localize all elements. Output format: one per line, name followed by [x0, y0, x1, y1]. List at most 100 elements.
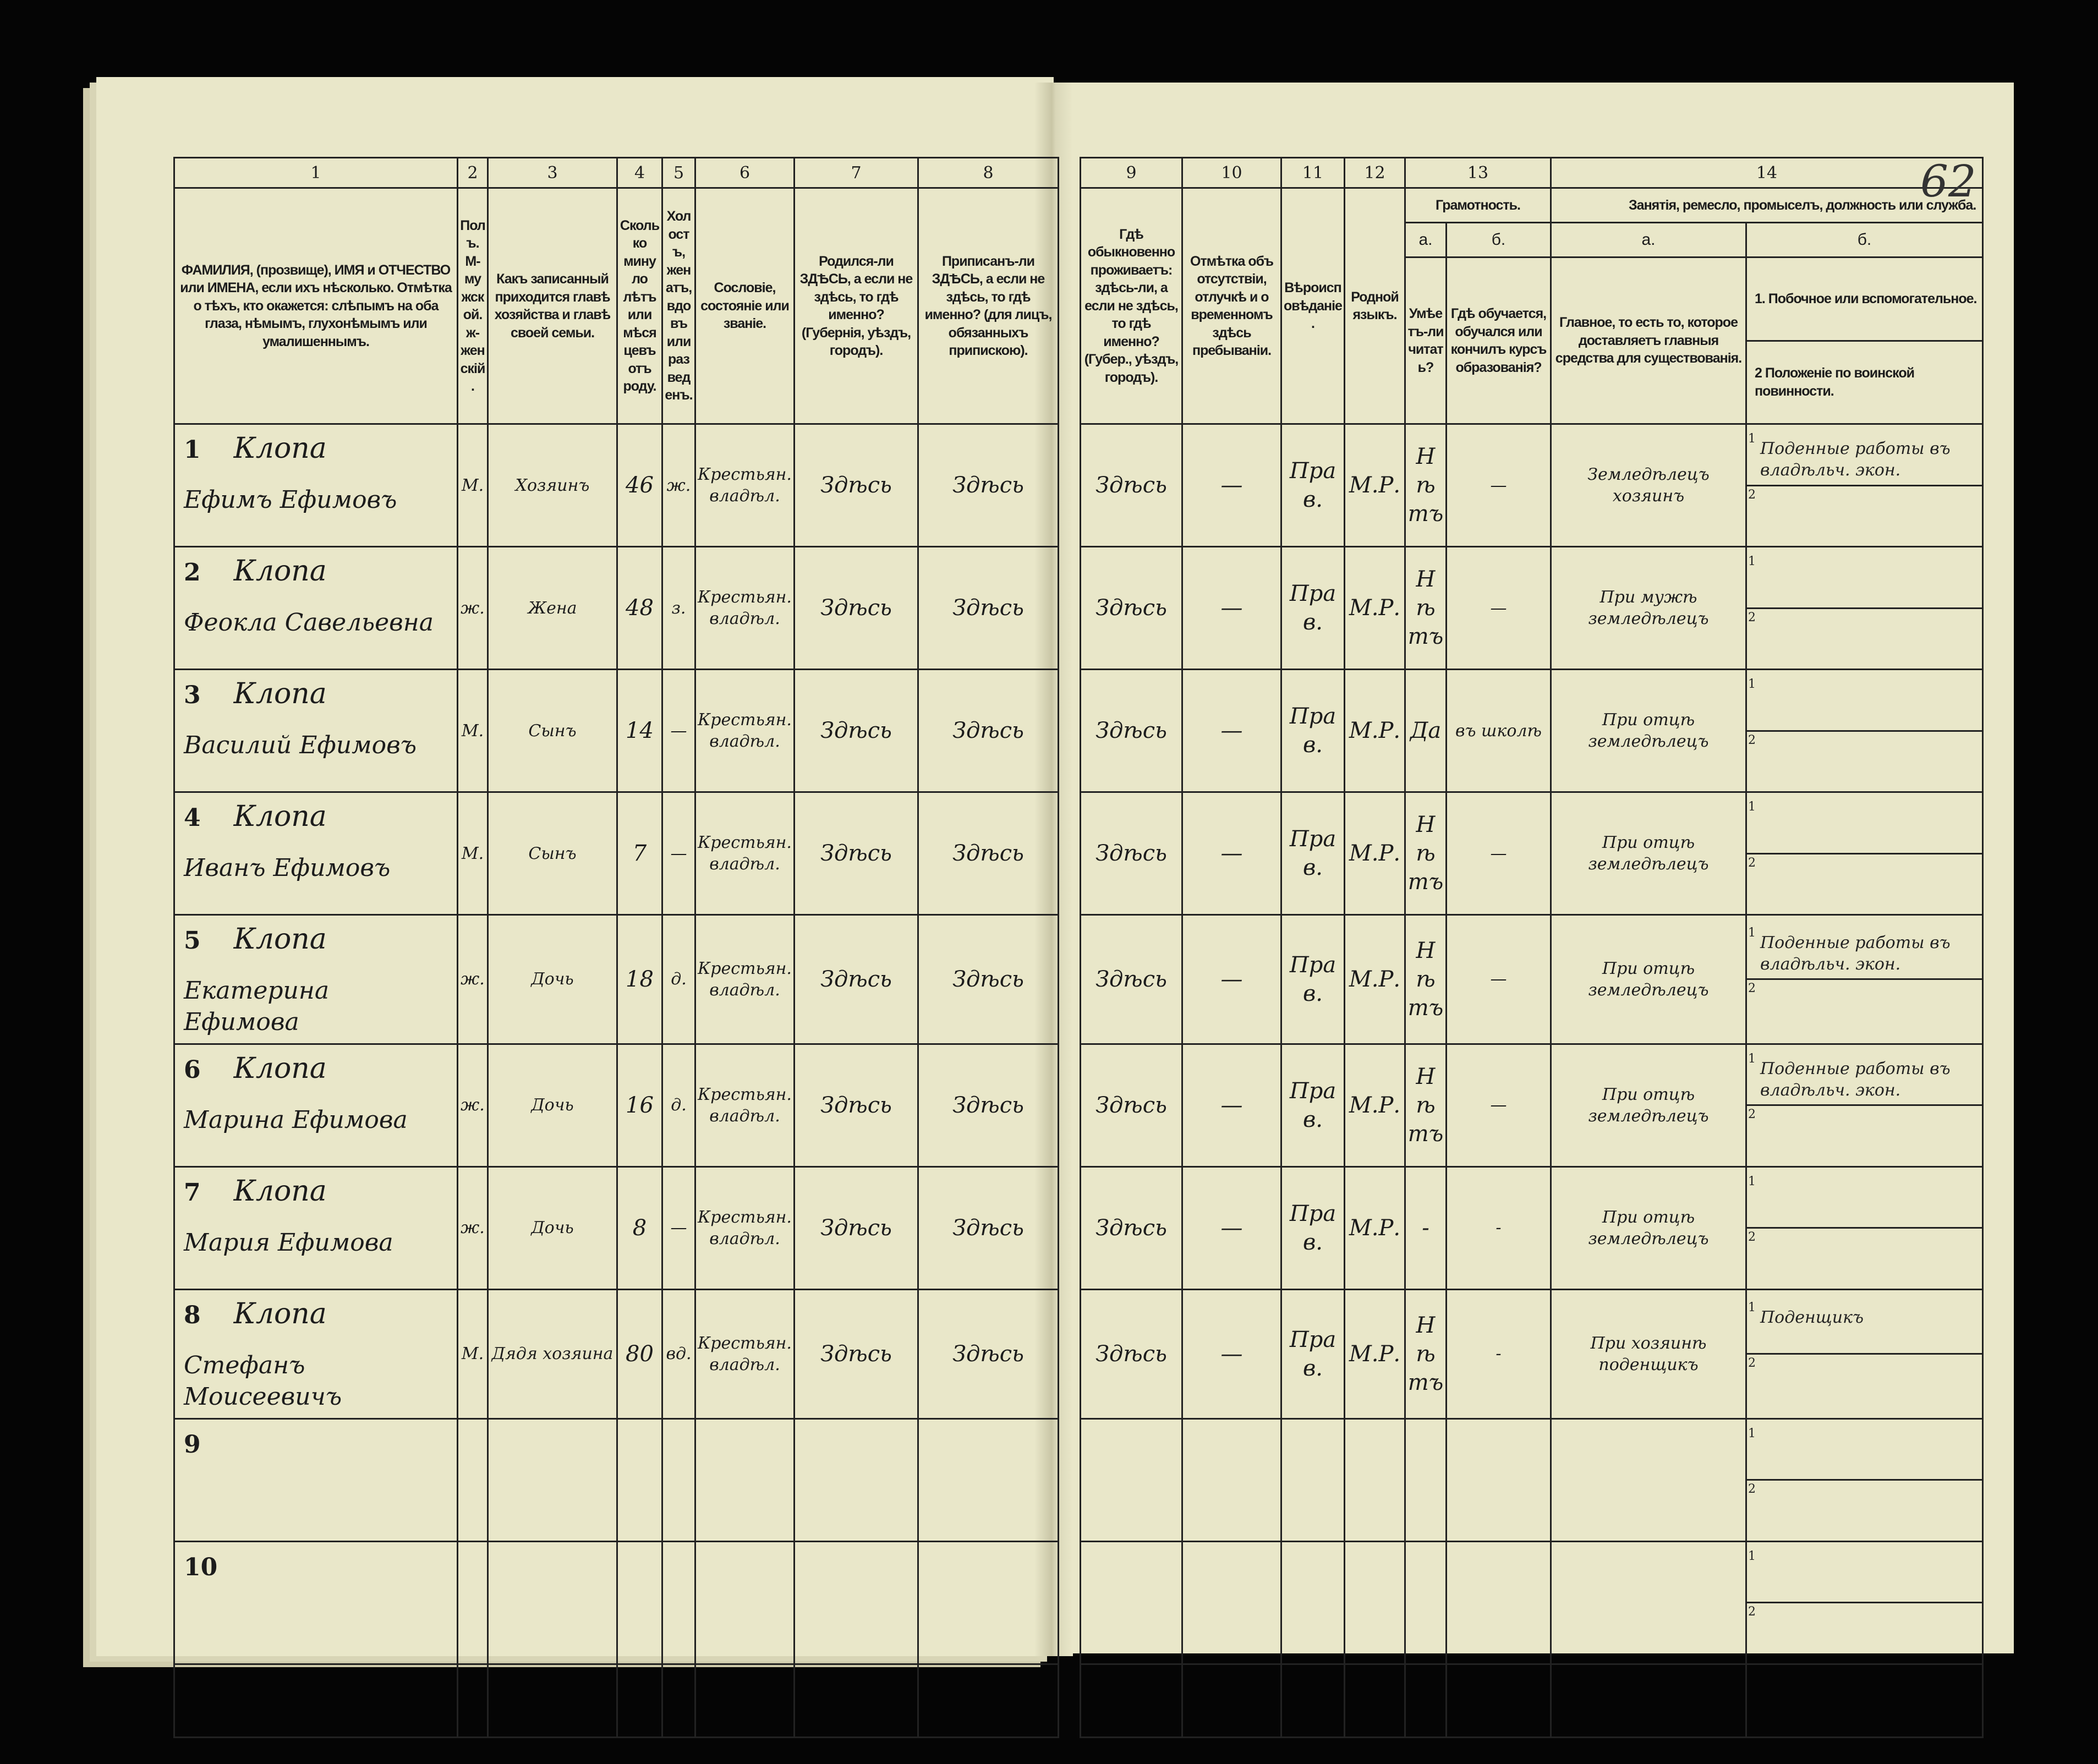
- main-occupation-cell: При мужѣ земледѣлецъ: [1550, 546, 1747, 670]
- given-names: Марина Ефимова: [184, 1105, 408, 1134]
- sex-cell: М.: [457, 791, 489, 916]
- given-names: Стефанъ Моисеевичъ: [184, 1351, 342, 1411]
- marital-status-cell: з.: [661, 546, 696, 670]
- slot-label: 2: [1748, 1356, 1756, 1371]
- header-literacy: Грамотность.: [1436, 197, 1521, 213]
- language-cell: М.Р.: [1344, 423, 1406, 547]
- birthplace-cell: Здѣсь: [793, 423, 919, 547]
- header-residence: Гдѣ обыкновенно проживаетъ: здѣсь-ли, а …: [1084, 226, 1179, 385]
- language-cell: М.Р.: [1344, 1288, 1406, 1420]
- relation-cell: Хозяинъ: [487, 423, 618, 547]
- col-number: 13: [1404, 157, 1552, 189]
- residence-cell: Здѣсь: [1080, 1165, 1183, 1290]
- education-cell: —: [1445, 546, 1552, 670]
- col-number: 8: [917, 157, 1059, 189]
- col-number: 11: [1280, 157, 1345, 189]
- absence-cell: —: [1181, 546, 1282, 670]
- blank-cell: [917, 1663, 1059, 1738]
- absence-cell: —: [1181, 1288, 1282, 1420]
- gutter: [1058, 157, 1081, 188]
- given-names: Василий Ефимовъ: [184, 731, 417, 759]
- education-cell: въ школѣ: [1445, 669, 1552, 793]
- gutter: [1058, 188, 1081, 424]
- gutter: [1058, 914, 1081, 1044]
- row-number: 8: [184, 1301, 201, 1329]
- education-cell: -: [1445, 1288, 1552, 1420]
- birthplace-cell: Здѣсь: [793, 914, 919, 1045]
- blank-cell: [1745, 1663, 1984, 1738]
- residence-cell: Здѣсь: [1080, 423, 1183, 547]
- marital-status-cell: ж.: [661, 423, 696, 547]
- absence-cell: [1181, 1540, 1282, 1665]
- residence-cell: Здѣсь: [1080, 669, 1183, 793]
- table-row: 1 Клопа Ефимъ Ефимовъ М. Хозяинъ 46 ж. Крестьян…: [173, 423, 1984, 547]
- row-number: 3: [184, 681, 201, 709]
- table-row: 2 Клопа Феокла Савельевна ж. Жена 48 з. Крестья…: [173, 546, 1984, 670]
- gutter: [1058, 546, 1081, 670]
- estate-cell: Крестьян. владѣл.: [694, 1288, 795, 1420]
- military-status: [1755, 1106, 1981, 1114]
- education-cell: [1445, 1540, 1552, 1665]
- registered-cell: Здѣсь: [917, 914, 1059, 1045]
- surname: Клопа: [233, 800, 327, 833]
- relation-cell: Дочь: [487, 1165, 618, 1290]
- can-read-cell: Нѣтъ: [1404, 423, 1447, 547]
- blank-cell: [487, 1663, 618, 1738]
- header-registered: Приписанъ-ли ЗДѢСЬ, а если не здѣсь, то …: [924, 253, 1053, 359]
- secondary-cell: 1 Поденные работы въ владѣльч. экон. 2: [1745, 914, 1984, 1045]
- birthplace-cell: Здѣсь: [793, 791, 919, 916]
- absence-cell: —: [1181, 423, 1282, 547]
- blank-cell: [1344, 1663, 1406, 1738]
- slot-label: 1: [1748, 800, 1756, 814]
- religion-cell: [1280, 1417, 1345, 1542]
- col-number: 6: [694, 157, 795, 189]
- row-number: 5: [184, 927, 201, 955]
- blank-cell: [1445, 1663, 1552, 1738]
- estate-cell: Крестьян. владѣл.: [694, 546, 795, 670]
- header-relation: Какъ записанный приходится главѣ хозяйст…: [494, 271, 611, 341]
- surname: Клопа: [233, 432, 327, 465]
- col-number: 4: [616, 157, 663, 189]
- language-cell: М.Р.: [1344, 914, 1406, 1045]
- estate-cell: Крестьян. владѣл.: [694, 1043, 795, 1168]
- slot-label: 1: [1748, 1300, 1756, 1314]
- gutter: [1058, 1541, 1081, 1664]
- can-read-cell: [1404, 1417, 1447, 1542]
- language-cell: [1344, 1540, 1406, 1665]
- blank-cell: [616, 1663, 663, 1738]
- military-status: [1755, 980, 1981, 988]
- name-cell: 5 Клопа Екатерина Ефимова: [173, 914, 458, 1045]
- age-cell: [616, 1417, 663, 1542]
- military-status: [1755, 1481, 1981, 1488]
- name-cell: 1 Клопа Ефимъ Ефимовъ: [173, 423, 458, 547]
- slot-label: 2: [1748, 487, 1756, 502]
- language-cell: М.Р.: [1344, 1165, 1406, 1290]
- surname: Клопа: [233, 1297, 327, 1330]
- secondary-cell: 1 Поденные работы въ владѣльч. экон. 2: [1745, 1043, 1984, 1168]
- gutter: [1058, 1166, 1081, 1290]
- sex-cell: ж.: [457, 914, 489, 1045]
- main-occupation-cell: При отцѣ земледѣлецъ: [1550, 914, 1747, 1045]
- registered-cell: Здѣсь: [917, 1043, 1059, 1168]
- estate-cell: [694, 1417, 795, 1542]
- row-number: 10: [184, 1553, 218, 1581]
- header-row-sublabels: а. б. а. б.: [174, 222, 1984, 258]
- header-birthplace: Родился-ли ЗДѢСЬ, а если не здѣсь, то гд…: [799, 253, 913, 359]
- secondary-occupation: [1755, 1425, 1981, 1433]
- name-cell: 4 Клопа Иванъ Ефимовъ: [173, 791, 458, 916]
- header-occupation: Занятія, ремесло, промыселъ, должность и…: [1629, 197, 1976, 213]
- header-row-subtexts: Умѣетъ-ли читать? Гдѣ обучается, обучалс…: [174, 256, 1984, 425]
- secondary-occupation: [1755, 1548, 1981, 1555]
- slot-label: 2: [1748, 982, 1756, 996]
- name-cell: 9: [173, 1417, 458, 1542]
- education-cell: [1445, 1417, 1552, 1542]
- birthplace-cell: Здѣсь: [793, 546, 919, 670]
- slot-label: 1: [1748, 1426, 1756, 1440]
- language-cell: [1344, 1417, 1406, 1542]
- absence-cell: —: [1181, 791, 1282, 916]
- residence-cell: Здѣсь: [1080, 546, 1183, 670]
- secondary-occupation: Поденные работы въ владѣльч. экон.: [1760, 933, 1951, 974]
- name-cell: 8 Клопа Стефанъ Моисеевичъ: [173, 1288, 458, 1420]
